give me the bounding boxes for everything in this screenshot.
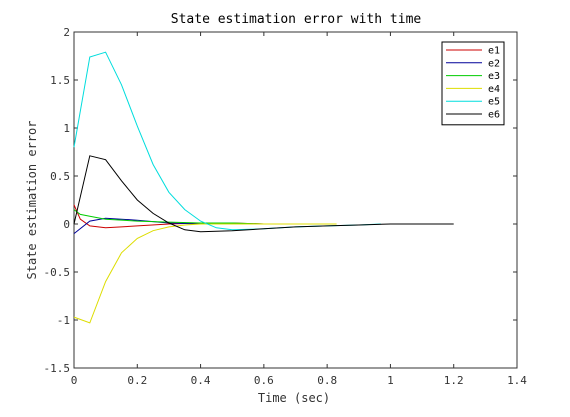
y-tick-label: 0 bbox=[63, 218, 70, 231]
series-layer bbox=[73, 51, 454, 324]
y-tick-label: 1 bbox=[63, 122, 70, 135]
legend-label-e1: e1 bbox=[488, 46, 500, 57]
plot-frame bbox=[73, 31, 518, 369]
chart-title: State estimation error with time bbox=[171, 12, 422, 27]
legend-label-e4: e4 bbox=[488, 84, 500, 95]
y-tick-label: 2 bbox=[63, 26, 70, 39]
y-tick-label: -1 bbox=[57, 314, 70, 327]
x-tick-label: 0.8 bbox=[317, 374, 337, 387]
legend-label-e2: e2 bbox=[488, 58, 500, 69]
x-tick-label: 1.4 bbox=[507, 374, 527, 387]
x-axis-label: Time (sec) bbox=[258, 391, 330, 405]
axes-layer: 0 0.2 0.4 0.6 0.8 1 1.2 1.4 -1.5 -1 -0.5 0 0.5 1 1.5 2 bbox=[44, 26, 528, 387]
legend-label-e5: e5 bbox=[488, 97, 500, 108]
y-tick-label: 0.5 bbox=[50, 170, 70, 183]
series-line-e3 bbox=[73, 209, 305, 225]
legend-box bbox=[441, 41, 505, 126]
x-tick-label: 1.2 bbox=[444, 374, 464, 387]
series-line-e4 bbox=[73, 223, 337, 324]
legend-label-e6: e6 bbox=[488, 110, 500, 121]
x-tick-label: 0.4 bbox=[191, 374, 211, 387]
y-tick-label: 1.5 bbox=[50, 74, 70, 87]
series-line-e5 bbox=[73, 51, 381, 231]
y-tick-label: -1.5 bbox=[44, 362, 71, 375]
x-tick-label: 0.2 bbox=[127, 374, 147, 387]
x-tick-label: 0 bbox=[71, 374, 78, 387]
y-tick-label: -0.5 bbox=[44, 266, 71, 279]
series-line-e6 bbox=[73, 155, 454, 233]
x-tick-label: 1 bbox=[387, 374, 394, 387]
x-tick-label: 0.6 bbox=[254, 374, 274, 387]
y-axis-label: State estimation error bbox=[25, 121, 39, 280]
legend-label-e3: e3 bbox=[488, 71, 500, 82]
